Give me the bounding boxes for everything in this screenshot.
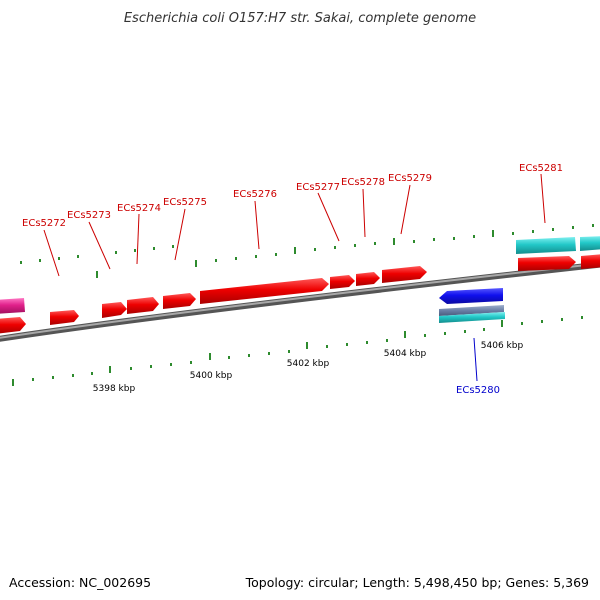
gene-arrow (518, 256, 576, 271)
gene-label-ecs5277[interactable]: ECs5277 (296, 182, 340, 193)
cyan-feature (516, 237, 576, 254)
accession-label: Accession: NC_002695 (9, 575, 151, 590)
other-features (0, 236, 600, 323)
gene-label-ecs5273[interactable]: ECs5273 (67, 210, 111, 221)
genome-summary: Topology: circular; Length: 5,498,450 bp… (245, 575, 589, 590)
gene-arrow (581, 254, 600, 269)
forward-genes (0, 254, 600, 334)
reverse-gene-labels: ECs5280 (456, 337, 500, 396)
scale-label-5404: 5404 kbp (384, 349, 427, 359)
gene-label-ecs5276[interactable]: ECs5276 (233, 189, 277, 200)
gene-arrow (50, 310, 79, 325)
gene-label-ecs5275[interactable]: ECs5275 (163, 197, 207, 208)
gene-label-ecs5281[interactable]: ECs5281 (519, 163, 563, 174)
scale-label-5406: 5406 kbp (481, 341, 524, 351)
gene-arrow (356, 272, 380, 286)
forward-gene-labels: ECs5272 ECs5273 ECs5274 ECs5275 ECs5276 … (22, 163, 563, 277)
gene-arrow (382, 266, 427, 283)
gene-arrow (200, 278, 329, 304)
gene-arrow (102, 302, 127, 318)
scale-label-5398: 5398 kbp (93, 384, 136, 394)
scale-label-5400: 5400 kbp (190, 371, 233, 381)
gene-arrow (0, 317, 26, 334)
gene-arrow (163, 293, 196, 309)
gene-label-ecs5280[interactable]: ECs5280 (456, 385, 500, 396)
magenta-feature (0, 298, 25, 314)
gene-label-ecs5274[interactable]: ECs5274 (117, 203, 161, 214)
gene-label-ecs5279[interactable]: ECs5279 (388, 173, 432, 184)
gene-label-ecs5272[interactable]: ECs5272 (22, 218, 66, 229)
gene-label-ecs5278[interactable]: ECs5278 (341, 177, 385, 188)
scale-label-5402: 5402 kbp (287, 359, 330, 369)
gene-arrow (127, 297, 159, 314)
cyan-feature (580, 236, 600, 251)
map-title: Escherichia coli O157:H7 str. Sakai, com… (124, 11, 476, 26)
reverse-scale-ticks (12, 316, 583, 386)
genome-backbone (0, 261, 600, 342)
slate-feature (439, 305, 504, 316)
genome-backbone-highlight (0, 262, 600, 339)
reverse-gene-arrow (439, 288, 503, 304)
gene-arrow (330, 275, 355, 289)
cyan-feature (439, 312, 505, 323)
forward-scale-ticks (20, 224, 594, 278)
